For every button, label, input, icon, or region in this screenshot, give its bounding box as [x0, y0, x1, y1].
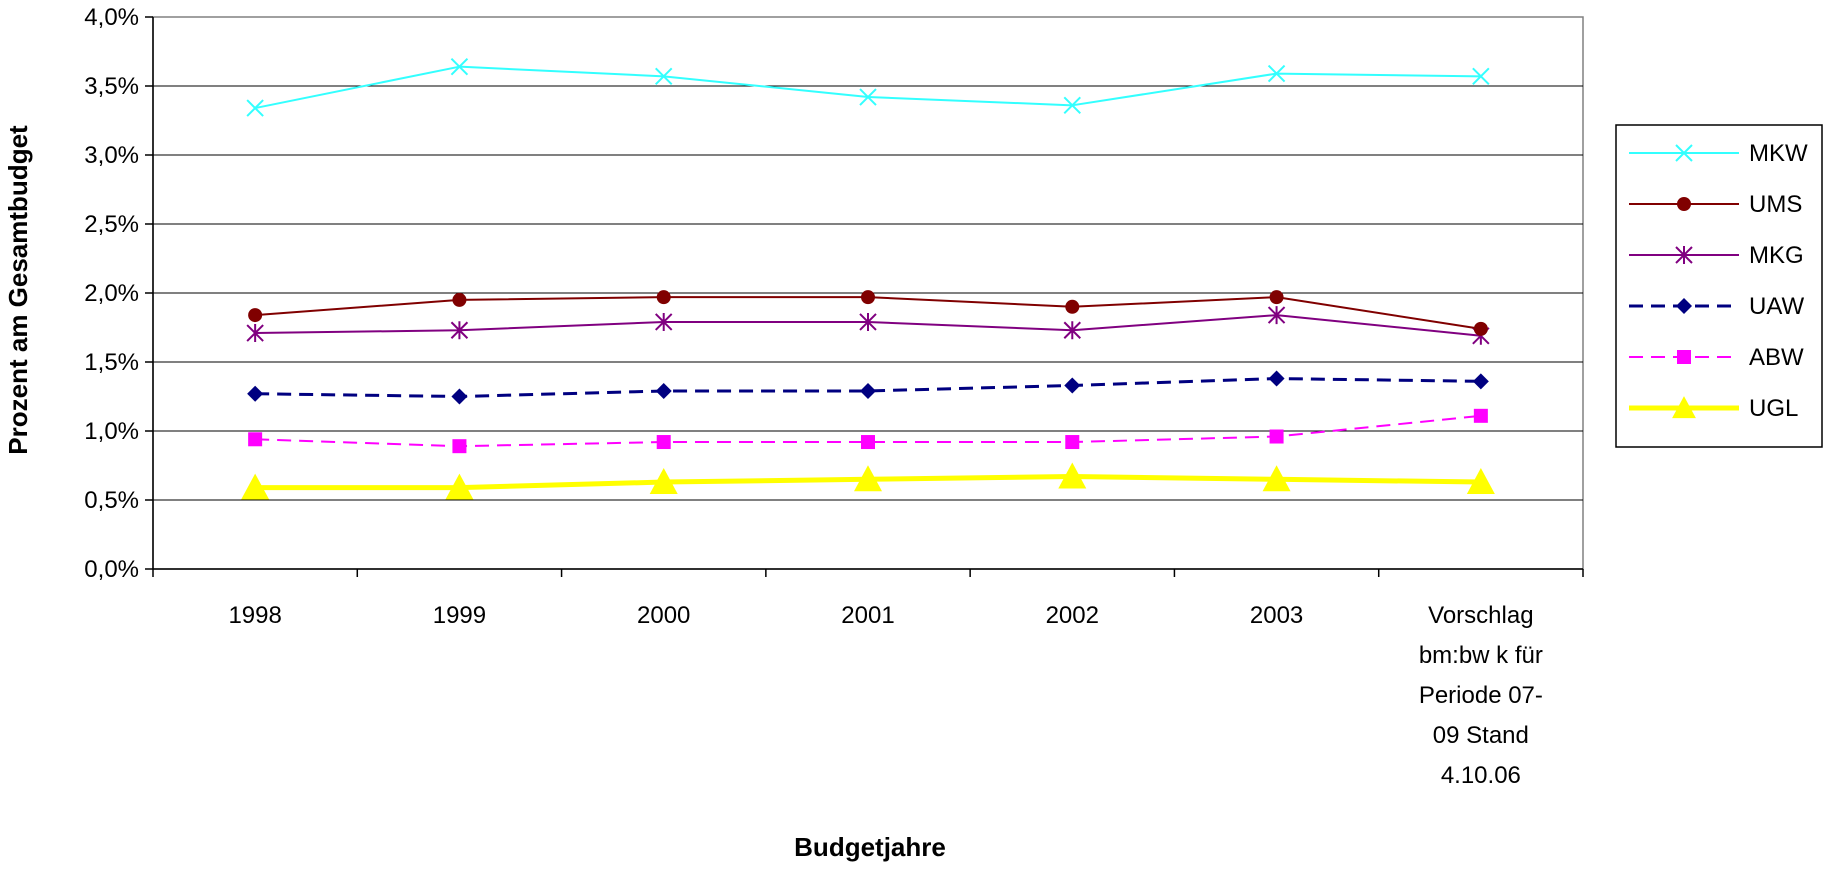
- y-tick-label: 3,5%: [84, 73, 139, 100]
- data-point: [1267, 64, 1286, 83]
- x-tick-label: 1998: [228, 602, 281, 629]
- data-point: [1269, 290, 1284, 305]
- data-point: [859, 312, 877, 331]
- x-axis-title: Budgetjahre: [794, 832, 946, 862]
- data-point: [452, 292, 467, 307]
- data-point: [1675, 144, 1693, 162]
- y-tick-label: 3,0%: [84, 142, 139, 169]
- data-point: [861, 435, 875, 450]
- x-tick-label: 2003: [1250, 602, 1303, 629]
- data-point: [450, 321, 469, 340]
- legend-item-ums: UMS: [1629, 191, 1802, 218]
- legend-label: MKG: [1749, 242, 1804, 269]
- y-axis-title: Prozent am Gesamtbudget: [3, 125, 33, 455]
- legend-label: UAW: [1749, 293, 1804, 320]
- data-point: [1268, 370, 1285, 387]
- data-point: [241, 473, 270, 500]
- data-point: [451, 388, 468, 405]
- data-point: [655, 382, 672, 399]
- series-line: [254, 65, 1481, 110]
- series-ums: [248, 290, 1488, 336]
- y-tick-label: 1,0%: [84, 418, 139, 445]
- series-uaw: [247, 370, 1489, 405]
- data-point: [1472, 373, 1489, 390]
- data-point: [655, 67, 673, 86]
- legend: MKW UMS MKG UAW ABW UGL: [1615, 124, 1823, 448]
- legend-label: UMS: [1749, 191, 1802, 218]
- data-point: [1267, 306, 1286, 325]
- y-tick-label: 2,0%: [84, 280, 139, 307]
- data-point: [246, 324, 264, 343]
- legend-item-mkw: MKW: [1629, 140, 1808, 167]
- data-point: [1473, 408, 1488, 423]
- data-point: [656, 435, 671, 450]
- data-point: [248, 432, 263, 447]
- x-tick-label: Vorschlag bm:bw k für Periode 07-09 Stand 4…: [1419, 602, 1543, 789]
- x-tick-label: 1999: [433, 602, 486, 629]
- x-tick-labels: 1998 1999 2000 2001 2002 2003 Vorschlag bm:bw k…: [228, 602, 1542, 789]
- data-point: [1466, 468, 1495, 494]
- data-point: [1063, 321, 1081, 340]
- data-point: [1473, 321, 1488, 336]
- data-point: [854, 465, 882, 492]
- data-point: [1672, 396, 1696, 419]
- series-ugl: [241, 462, 1495, 500]
- series-abw: [248, 408, 1488, 454]
- series-group: [241, 57, 1495, 500]
- x-tick-label: 2002: [1046, 602, 1099, 629]
- data-point: [1058, 462, 1087, 489]
- data-point: [1472, 67, 1490, 86]
- y-tick-labels: 0,0% 0,5% 1,0% 1,5% 2,0% 2,5% 3,0% 3,5% 4,0%: [84, 4, 139, 583]
- legend-label: MKW: [1749, 140, 1808, 167]
- data-point: [445, 473, 474, 500]
- data-point: [655, 312, 673, 331]
- x-tick-label: 2001: [841, 602, 894, 629]
- data-point: [247, 385, 264, 402]
- series-mkw: [246, 57, 1490, 117]
- data-point: [649, 468, 678, 494]
- data-point: [246, 99, 264, 117]
- data-point: [1065, 435, 1080, 450]
- data-point: [450, 57, 469, 76]
- legend-label: UGL: [1749, 395, 1798, 422]
- legend-item-abw: ABW: [1629, 344, 1804, 371]
- data-point: [248, 308, 263, 323]
- y-tick-label: 4,0%: [84, 4, 139, 31]
- data-point: [1677, 350, 1691, 364]
- y-tick-label: 0,0%: [84, 556, 139, 583]
- y-tick-label: 2,5%: [84, 211, 139, 238]
- data-point: [452, 439, 467, 454]
- legend-item-uaw: UAW: [1629, 293, 1804, 320]
- data-point: [1064, 377, 1081, 394]
- x-tick-label: 2000: [637, 602, 690, 629]
- data-point: [861, 290, 875, 305]
- series-mkg: [246, 306, 1490, 345]
- data-point: [1269, 429, 1284, 444]
- legend-box: [1615, 124, 1823, 448]
- data-point: [656, 290, 671, 305]
- legend-item-ugl: UGL: [1629, 395, 1798, 422]
- data-point: [1676, 298, 1692, 314]
- y-tick-label: 1,5%: [84, 349, 139, 376]
- legend-label: ABW: [1749, 344, 1804, 371]
- axes: [145, 16, 1584, 577]
- legend-item-mkg: MKG: [1629, 242, 1804, 269]
- data-point: [1063, 96, 1081, 115]
- data-point: [1677, 197, 1691, 211]
- data-point: [859, 88, 877, 106]
- data-point: [1675, 246, 1693, 264]
- data-point: [1065, 299, 1080, 314]
- data-point: [860, 382, 876, 399]
- y-tick-label: 0,5%: [84, 487, 139, 514]
- data-point: [1262, 465, 1291, 492]
